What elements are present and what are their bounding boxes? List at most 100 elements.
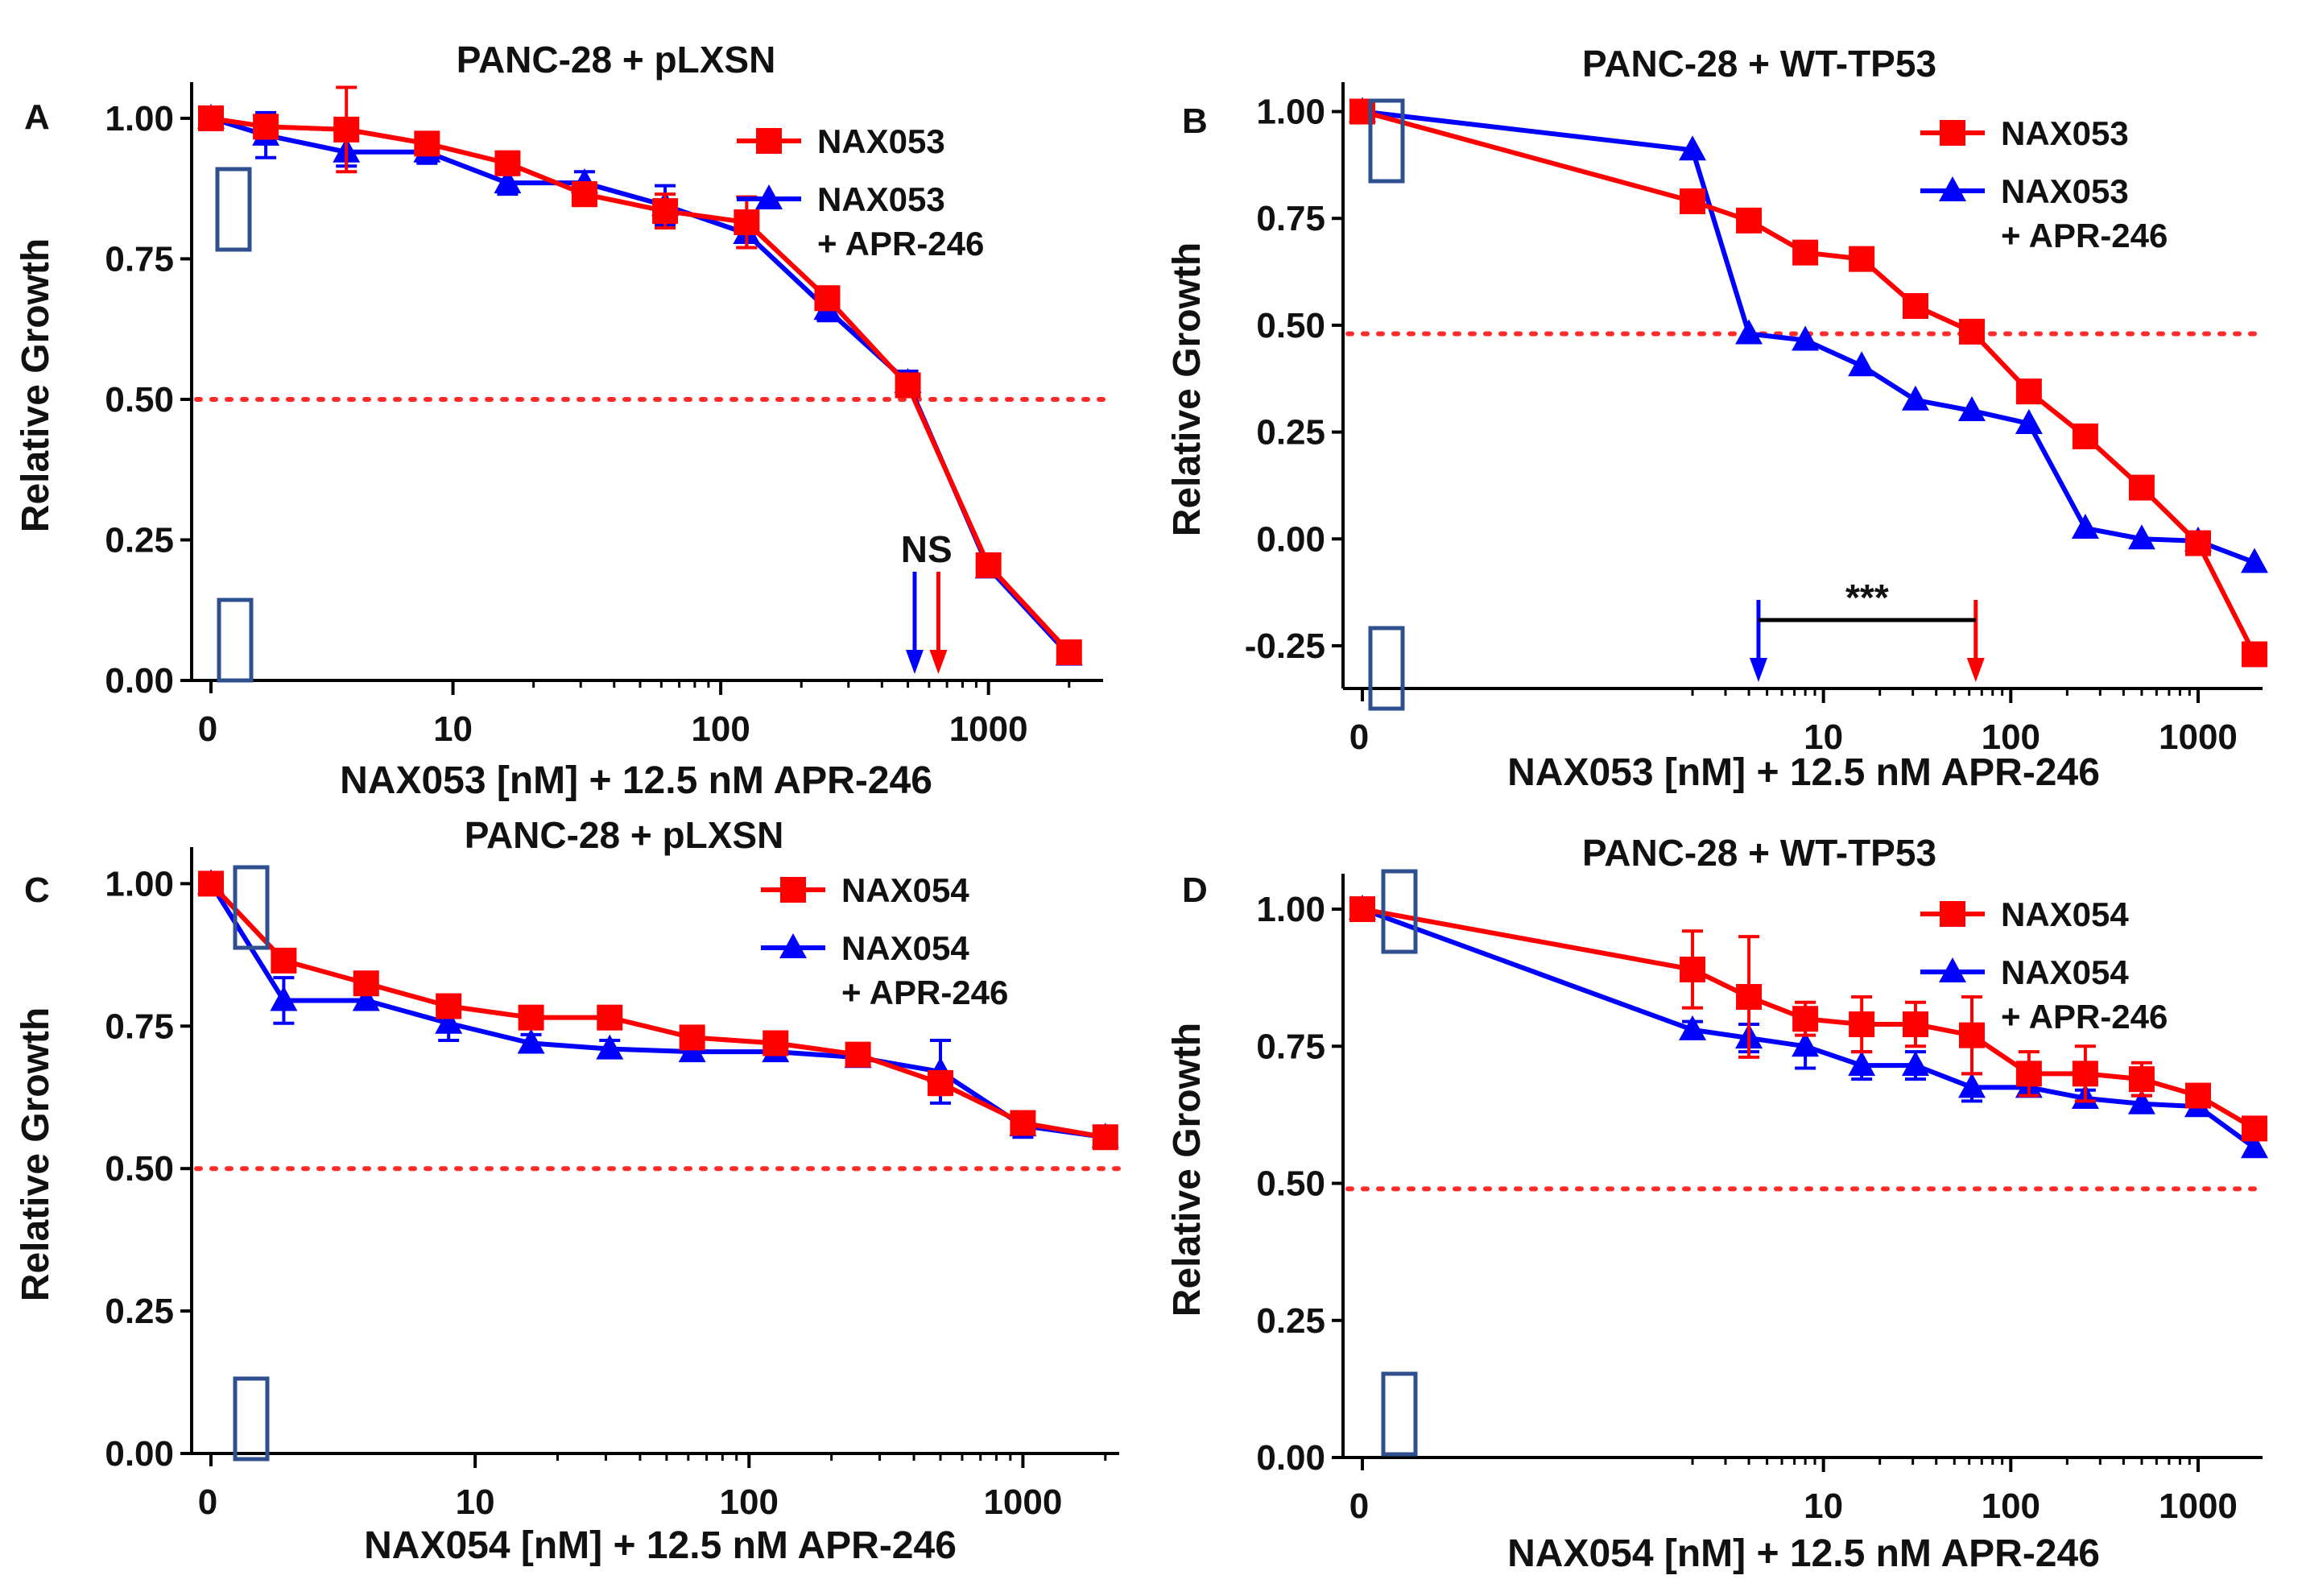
chart-title: PANC-28 + WT-TP53	[1582, 832, 1936, 874]
y-tick-label: 1.00	[105, 864, 174, 903]
panel-letter: C	[24, 870, 50, 910]
data-point	[352, 986, 380, 1011]
y-tick-label: -0.25	[1245, 626, 1325, 666]
y-tick-label: 0.75	[105, 239, 174, 279]
series-line	[209, 882, 1106, 1140]
data-point	[2242, 1115, 2267, 1142]
significance-label: ***	[1845, 577, 1889, 618]
data-point	[679, 1024, 705, 1051]
panel-c: PANC-28 + pLXSN C 0.00 0.25 0.50 0.75 1.00 0 10 1…	[14, 814, 1122, 1567]
x-tick-label-zero: 0	[198, 709, 217, 749]
data-point	[1792, 239, 1819, 266]
y-tick-label: 0.75	[1256, 199, 1325, 238]
legend-label: NAX054	[2001, 895, 2129, 933]
legend-label: + APR-246	[2001, 217, 2168, 254]
legend-entry: NAX053	[1920, 114, 2129, 152]
data-point	[1010, 1110, 1036, 1136]
x-tick-label: 10	[1804, 1486, 1843, 1526]
data-point	[895, 372, 921, 399]
data-point	[597, 1004, 623, 1031]
data-point	[1902, 1011, 1928, 1038]
data-point	[1901, 1051, 1929, 1077]
data-point	[271, 947, 297, 974]
data-point	[2015, 378, 2042, 405]
data-point	[2127, 1089, 2155, 1114]
y-tick-label: 0.00	[105, 661, 174, 701]
legend-marker	[779, 933, 807, 958]
x-axis-title: NAX054 [nM] + 12.5 nM APR-246	[364, 1524, 957, 1567]
data-point	[571, 181, 597, 208]
axis-break-box	[1381, 1371, 1418, 1457]
data-point	[2242, 641, 2267, 668]
legend-label: NAX053	[2001, 114, 2129, 152]
y-tick-label: 0.50	[1256, 1164, 1325, 1204]
panel-b: PANC-28 + WT-TP53 B -0.25 0.00 0.25 0.50 0.75 1…	[1166, 43, 2268, 794]
x-tick-label: 10	[456, 1482, 495, 1522]
data-point	[2184, 1082, 2211, 1109]
x-tick-label: 100	[691, 709, 750, 749]
y-axis-title: Relative Growth	[14, 1007, 57, 1301]
legend-marker	[1940, 120, 1965, 146]
series-line	[1361, 907, 2256, 1150]
data-point	[1679, 135, 1707, 161]
legend-entry: NAX054 + APR-246	[1920, 953, 2168, 1036]
legend-entry: NAX054	[1920, 895, 2129, 933]
y-tick-label: 0.25	[1256, 1301, 1325, 1341]
x-tick-label: 1000	[2159, 717, 2238, 757]
x-tick-label: 1000	[949, 709, 1028, 749]
y-tick-label: 0.75	[1256, 1027, 1325, 1066]
data-point	[2072, 423, 2098, 449]
legend-label: NAX054	[841, 871, 969, 909]
x-tick-label-zero: 0	[1349, 1486, 1369, 1526]
data-point	[1848, 1051, 1876, 1077]
data-point	[1735, 319, 1763, 345]
data-point	[734, 209, 760, 236]
panel-letter: A	[24, 97, 50, 137]
x-tick-label: 1000	[983, 1482, 1062, 1522]
data-point	[1849, 1011, 1875, 1038]
y-tick-label: 0.50	[105, 380, 174, 420]
data-point	[1901, 385, 1929, 411]
data-point	[414, 130, 440, 157]
data-point	[2071, 513, 2099, 539]
series-single-agent	[198, 85, 1082, 666]
legend-label: + APR-246	[841, 974, 1008, 1011]
axis-break-box	[1368, 98, 1405, 184]
data-point	[1959, 1022, 1986, 1048]
annotation: ***	[1749, 577, 1985, 682]
legend-marker	[756, 128, 782, 154]
legend-label: + APR-246	[2001, 998, 2168, 1036]
data-point	[928, 1070, 954, 1097]
data-point	[1792, 1032, 1820, 1057]
y-axis-title: Relative Growth	[1166, 242, 1209, 536]
axis-break-box	[1381, 869, 1418, 954]
legend-label: NAX054	[2001, 953, 2129, 991]
data-point	[436, 993, 462, 1019]
legend-entry: NAX054 + APR-246	[761, 929, 1008, 1011]
x-tick-label: 100	[1982, 1486, 2040, 1526]
data-point	[333, 116, 360, 143]
series-line	[1362, 109, 2256, 565]
data-point	[1959, 318, 1986, 345]
legend-marker	[1940, 901, 1965, 927]
legend-entry: NAX053 + APR-246	[737, 180, 984, 263]
annotation-arrowhead	[1966, 658, 1985, 682]
data-point	[1849, 246, 1875, 272]
data-point	[1736, 984, 1763, 1010]
data-point	[1792, 325, 1820, 351]
axis-break-box	[215, 167, 252, 252]
y-tick-label: 1.00	[105, 99, 174, 139]
data-point	[1680, 188, 1706, 214]
data-point	[814, 285, 841, 312]
y-tick-label: 1.00	[1256, 93, 1325, 132]
series-single-agent	[198, 870, 1118, 1151]
data-point	[353, 970, 379, 997]
data-point	[1092, 1124, 1118, 1151]
data-point	[494, 150, 521, 176]
data-point	[1680, 956, 1706, 982]
data-point	[845, 1041, 871, 1068]
data-point	[2241, 1133, 2268, 1159]
legend-label: + APR-246	[817, 225, 984, 263]
